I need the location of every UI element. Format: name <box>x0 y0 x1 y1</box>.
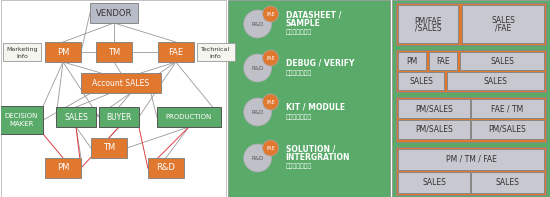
Text: SOLUTION /: SOLUTION / <box>285 145 335 153</box>
FancyBboxPatch shape <box>157 107 221 127</box>
FancyBboxPatch shape <box>397 147 546 195</box>
FancyBboxPatch shape <box>45 158 81 178</box>
FancyBboxPatch shape <box>471 120 544 139</box>
Text: BUYER: BUYER <box>106 112 131 122</box>
FancyBboxPatch shape <box>90 3 138 23</box>
FancyBboxPatch shape <box>3 43 41 61</box>
Text: PM / TM / FAE: PM / TM / FAE <box>446 155 497 164</box>
Text: PM: PM <box>57 47 69 57</box>
Text: /FAE: /FAE <box>495 23 512 32</box>
Text: FAE: FAE <box>266 146 275 151</box>
Circle shape <box>244 98 272 126</box>
Text: SAMPLE: SAMPLE <box>285 19 321 28</box>
Text: PM: PM <box>406 57 418 65</box>
Text: PM/SALES: PM/SALES <box>415 104 453 113</box>
Text: INTERGRATION: INTERGRATION <box>285 152 350 162</box>
FancyBboxPatch shape <box>429 52 457 70</box>
Circle shape <box>262 6 279 22</box>
Text: VENDOR: VENDOR <box>96 8 132 18</box>
Text: SALES: SALES <box>491 16 515 25</box>
FancyBboxPatch shape <box>158 42 194 62</box>
FancyBboxPatch shape <box>0 106 43 134</box>
Text: （相容性產品）: （相容性產品） <box>285 29 312 35</box>
FancyBboxPatch shape <box>398 149 544 170</box>
Text: （特殊性專為）: （特殊性專為） <box>285 163 312 169</box>
Text: R&D: R&D <box>251 110 264 114</box>
FancyBboxPatch shape <box>392 0 550 197</box>
Text: TM: TM <box>103 143 115 152</box>
Text: SALES: SALES <box>483 76 508 85</box>
Text: MAKER: MAKER <box>9 121 34 127</box>
Text: Marketing: Marketing <box>7 46 38 51</box>
FancyBboxPatch shape <box>471 172 544 193</box>
FancyBboxPatch shape <box>148 158 184 178</box>
Circle shape <box>244 10 272 38</box>
Text: DECISION: DECISION <box>4 113 38 119</box>
Text: R&D: R&D <box>251 155 264 161</box>
Text: SALES: SALES <box>496 178 520 187</box>
FancyBboxPatch shape <box>398 52 426 70</box>
Text: SALES: SALES <box>422 178 446 187</box>
FancyBboxPatch shape <box>462 5 544 43</box>
Circle shape <box>262 50 279 66</box>
Text: PM/FAE: PM/FAE <box>415 16 442 25</box>
FancyBboxPatch shape <box>96 42 132 62</box>
Text: （設計性產品）: （設計性產品） <box>285 70 312 76</box>
Text: FAE: FAE <box>266 11 275 17</box>
FancyBboxPatch shape <box>228 0 390 197</box>
Text: SALES: SALES <box>64 112 88 122</box>
Text: SALES: SALES <box>409 76 433 85</box>
Text: R&D: R&D <box>251 21 264 27</box>
Text: （整合性配合）: （整合性配合） <box>285 114 312 120</box>
Text: FAE: FAE <box>168 47 183 57</box>
Text: info: info <box>210 54 222 59</box>
FancyBboxPatch shape <box>197 43 235 61</box>
Text: DATASHEET /: DATASHEET / <box>285 10 341 20</box>
Text: Technical: Technical <box>201 46 230 51</box>
FancyBboxPatch shape <box>398 120 470 139</box>
Text: /SALES: /SALES <box>415 23 442 32</box>
Text: Info: Info <box>16 54 28 59</box>
Text: PRODUCTION: PRODUCTION <box>166 114 212 120</box>
Text: DEBUG / VERIFY: DEBUG / VERIFY <box>285 59 354 68</box>
Text: FAE: FAE <box>436 57 450 65</box>
Circle shape <box>244 144 272 172</box>
Text: SALES: SALES <box>490 57 514 65</box>
FancyBboxPatch shape <box>91 138 127 158</box>
FancyBboxPatch shape <box>447 72 544 90</box>
FancyBboxPatch shape <box>56 107 96 127</box>
FancyBboxPatch shape <box>397 3 546 45</box>
FancyBboxPatch shape <box>398 99 470 118</box>
Text: R&D: R&D <box>156 164 175 173</box>
Circle shape <box>262 94 279 110</box>
FancyBboxPatch shape <box>398 5 458 43</box>
Circle shape <box>244 54 272 82</box>
Text: FAE / TM: FAE / TM <box>492 104 524 113</box>
Text: KIT / MODULE: KIT / MODULE <box>285 102 345 112</box>
FancyBboxPatch shape <box>397 97 546 142</box>
FancyBboxPatch shape <box>460 52 544 70</box>
Text: FAE: FAE <box>266 99 275 104</box>
FancyBboxPatch shape <box>81 73 161 93</box>
Circle shape <box>262 140 279 156</box>
FancyBboxPatch shape <box>398 72 444 90</box>
Text: PM/SALES: PM/SALES <box>489 125 526 134</box>
Text: PM/SALES: PM/SALES <box>415 125 453 134</box>
FancyBboxPatch shape <box>1 0 225 197</box>
Text: TM: TM <box>108 47 120 57</box>
FancyBboxPatch shape <box>45 42 81 62</box>
Text: PM: PM <box>57 164 69 173</box>
FancyBboxPatch shape <box>99 107 139 127</box>
Text: R&D: R&D <box>251 65 264 71</box>
FancyBboxPatch shape <box>471 99 544 118</box>
FancyBboxPatch shape <box>398 172 470 193</box>
FancyBboxPatch shape <box>397 50 546 92</box>
Text: FAE: FAE <box>266 56 275 60</box>
Text: Account SALES: Account SALES <box>92 78 150 87</box>
